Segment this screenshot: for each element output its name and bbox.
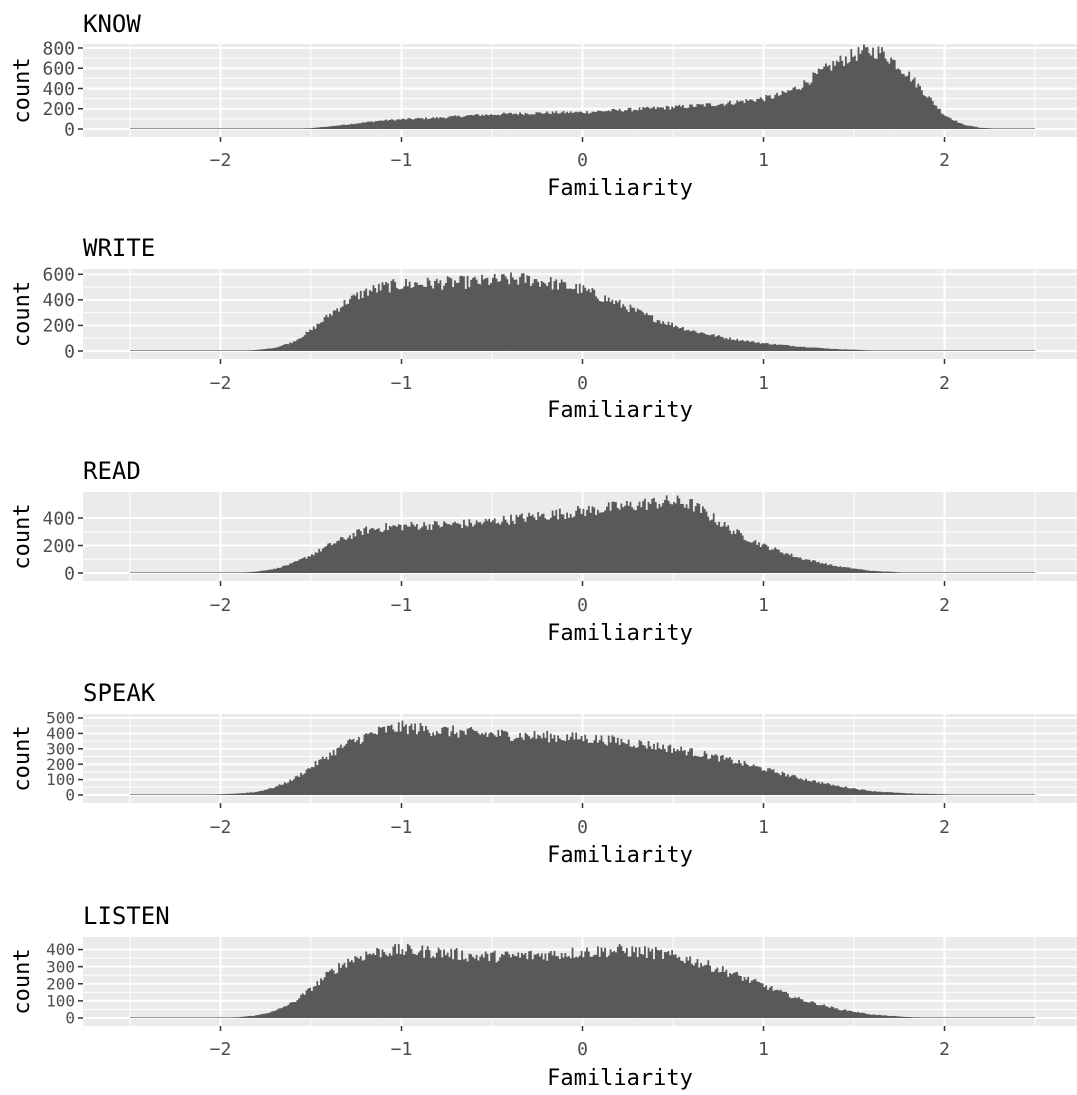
panel-title: KNOW — [83, 10, 141, 38]
y-tick-label: 400 — [42, 290, 75, 311]
x-tick-label: 2 — [939, 373, 950, 394]
x-tick-label: 1 — [758, 1039, 769, 1060]
x-tick-label: −1 — [391, 817, 413, 838]
y-tick-label: 0 — [65, 786, 75, 805]
x-axis-title: Familiarity — [547, 1066, 693, 1091]
x-tick-label: 0 — [577, 373, 588, 394]
y-tick-label: 400 — [46, 940, 75, 959]
y-axis-title: count — [10, 57, 35, 123]
panel-title: WRITE — [83, 234, 155, 262]
y-tick-label: 0 — [64, 119, 75, 140]
y-tick-label: 800 — [42, 38, 75, 59]
x-tick-label: 1 — [758, 595, 769, 616]
histogram-bars — [130, 44, 1035, 129]
y-axis-title: count — [10, 503, 35, 569]
x-tick-label: −2 — [210, 817, 232, 838]
y-tick-label: 300 — [46, 957, 75, 976]
x-tick-label: 2 — [939, 817, 950, 838]
panel-title: LISTEN — [83, 902, 170, 930]
y-axis-title: count — [10, 725, 35, 791]
x-tick-label: 0 — [577, 150, 588, 171]
histogram-bars — [130, 720, 1035, 795]
y-tick-label: 0 — [64, 341, 75, 362]
x-tick-label: 0 — [577, 595, 588, 616]
x-tick-label: 2 — [939, 1039, 950, 1060]
x-tick-label: 0 — [577, 817, 588, 838]
y-tick-label: 200 — [42, 99, 75, 120]
y-tick-label: 500 — [46, 709, 75, 728]
x-tick-label: 1 — [758, 817, 769, 838]
y-tick-label: 300 — [46, 739, 75, 758]
x-tick-label: −2 — [210, 373, 232, 394]
x-tick-label: 0 — [577, 1039, 588, 1060]
x-axis-title: Familiarity — [547, 176, 693, 201]
x-tick-label: −2 — [210, 595, 232, 616]
x-tick-label: −1 — [391, 1039, 413, 1060]
histogram-bars — [130, 272, 1035, 351]
y-tick-label: 600 — [42, 59, 75, 80]
y-axis-title: count — [10, 948, 35, 1014]
x-tick-label: 2 — [939, 595, 950, 616]
y-tick-label: 400 — [46, 724, 75, 743]
y-tick-label: 200 — [46, 974, 75, 993]
x-axis-title: Familiarity — [547, 843, 693, 868]
y-tick-label: 0 — [65, 1009, 75, 1028]
panel-title: SPEAK — [83, 679, 156, 707]
y-tick-label: 600 — [42, 265, 75, 286]
x-tick-label: 1 — [758, 150, 769, 171]
y-tick-label: 200 — [42, 536, 75, 557]
y-tick-label: 0 — [64, 563, 75, 584]
x-tick-label: −1 — [391, 150, 413, 171]
histogram-bars — [130, 943, 1035, 1018]
x-axis-title: Familiarity — [547, 621, 693, 646]
x-tick-label: −2 — [210, 1039, 232, 1060]
y-axis-title: count — [10, 281, 35, 347]
panel-title: READ — [83, 457, 141, 485]
y-tick-label: 200 — [42, 316, 75, 337]
y-tick-label: 400 — [42, 508, 75, 529]
x-axis-title: Familiarity — [547, 398, 693, 423]
x-tick-label: −1 — [391, 595, 413, 616]
facet-panel-write: 0 200 400 600 −2 −1 0 1 2 WRITE Familiarity count — [10, 234, 1077, 423]
histogram-bars — [130, 495, 1035, 573]
y-tick-label: 200 — [46, 755, 75, 774]
x-tick-label: 2 — [939, 150, 950, 171]
y-tick-label: 100 — [46, 770, 75, 789]
y-tick-label: 100 — [46, 991, 75, 1010]
x-tick-label: −2 — [210, 150, 232, 171]
x-tick-label: −1 — [391, 373, 413, 394]
y-tick-label: 400 — [42, 79, 75, 100]
facet-panel-read: 0 200 400 −2 −1 0 1 2 READ Familiarity count — [10, 457, 1077, 646]
x-tick-label: 1 — [758, 373, 769, 394]
